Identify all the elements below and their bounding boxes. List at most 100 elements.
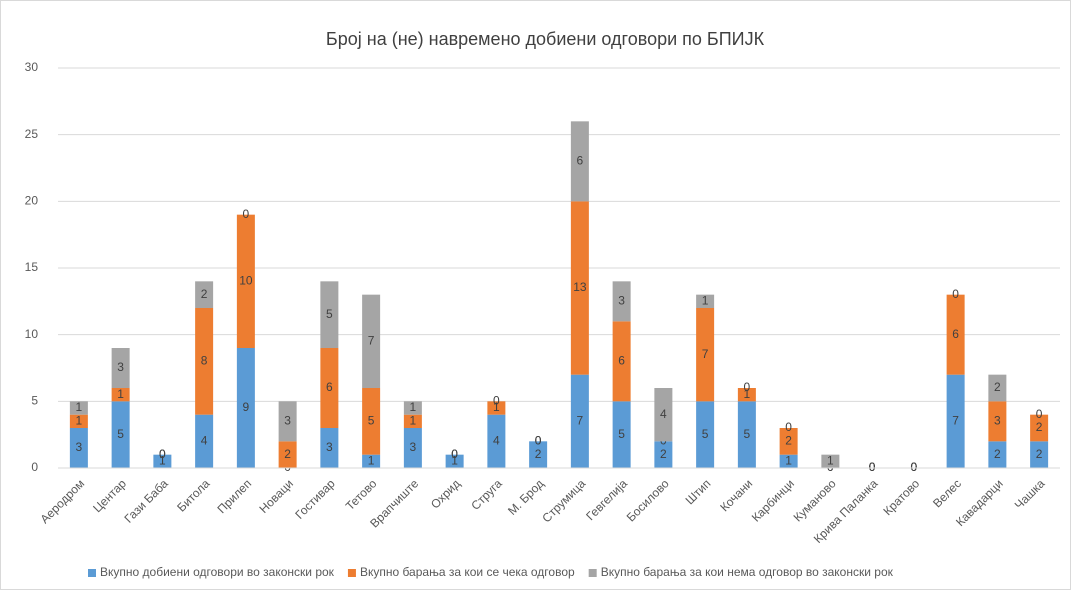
bar-segment <box>654 441 673 468</box>
data-label: 0 <box>785 420 792 434</box>
data-label: 0 <box>243 207 250 221</box>
bar-segment <box>362 454 381 468</box>
data-label: 5 <box>744 427 751 441</box>
bar-segment <box>529 441 548 468</box>
data-label: 1 <box>785 454 792 468</box>
bar-segment <box>612 401 631 468</box>
data-label: 4 <box>660 407 667 421</box>
data-label: 1 <box>410 400 417 414</box>
data-label: 2 <box>1036 420 1043 434</box>
data-label: 1 <box>451 454 458 468</box>
data-label: 8 <box>201 354 208 368</box>
data-label: 0 <box>911 460 918 474</box>
bar-segment <box>570 201 589 375</box>
data-label: 1 <box>76 400 83 414</box>
data-label: 0 <box>1036 407 1043 421</box>
bar-segment <box>487 401 506 415</box>
legend-label: Вкупно барања за кои нема одговор во зак… <box>601 565 894 579</box>
bar-segment <box>946 374 965 468</box>
bar-segment <box>195 308 214 415</box>
bar-segment <box>403 414 422 428</box>
data-label: 3 <box>326 440 333 454</box>
data-label: 5 <box>117 427 124 441</box>
bar-segment <box>320 281 339 348</box>
bar-segment <box>779 454 798 468</box>
data-label: 0 <box>911 460 918 474</box>
chart-title: Број на (не) навремено добиени одговори … <box>326 29 765 49</box>
data-label: 3 <box>618 294 625 308</box>
data-label: 6 <box>577 154 584 168</box>
bar-segment <box>69 428 88 468</box>
data-label: 0 <box>159 447 166 461</box>
data-label: 0 <box>451 447 458 461</box>
bar-segment <box>696 308 715 402</box>
y-tick-label: 0 <box>31 460 38 474</box>
data-label: 1 <box>744 387 751 401</box>
data-label: 10 <box>239 274 253 288</box>
data-label: 7 <box>702 347 709 361</box>
data-label: 2 <box>994 380 1001 394</box>
bar-segment <box>195 281 214 308</box>
bar-segment <box>320 348 339 428</box>
data-label: 5 <box>326 307 333 321</box>
bar-segment <box>278 401 297 442</box>
bar-segment <box>696 401 715 468</box>
data-label: 5 <box>618 427 625 441</box>
data-label: 0 <box>744 380 751 394</box>
data-label: 3 <box>284 414 291 428</box>
data-label: 7 <box>577 414 584 428</box>
bar-segment <box>946 294 965 375</box>
bar-segment <box>696 294 715 308</box>
bar-segment <box>988 441 1007 468</box>
data-label: 4 <box>493 434 500 448</box>
bar-segment <box>362 388 381 455</box>
bar-segment <box>403 428 422 468</box>
bar-segment <box>737 401 756 468</box>
data-label: 4 <box>201 434 208 448</box>
data-label: 1 <box>117 387 124 401</box>
bar-segment <box>612 321 631 402</box>
bar-segment <box>195 414 214 468</box>
data-label: 2 <box>660 447 667 461</box>
data-label: 2 <box>994 447 1001 461</box>
bar-segment <box>111 401 130 468</box>
bar-segment <box>362 294 381 388</box>
data-label: 1 <box>159 454 166 468</box>
bar-segment <box>111 348 130 388</box>
y-tick-label: 15 <box>25 260 39 274</box>
y-tick-label: 20 <box>25 194 39 208</box>
bar-segment <box>445 454 464 468</box>
bar-segment <box>612 281 631 322</box>
data-label: 0 <box>911 460 918 474</box>
data-label: 2 <box>535 447 542 461</box>
bar-segment <box>570 121 589 202</box>
data-label: 1 <box>410 414 417 428</box>
bar-segment <box>988 401 1007 442</box>
data-label: 9 <box>243 400 250 414</box>
data-label: 0 <box>159 447 166 461</box>
data-label: 1 <box>702 294 709 308</box>
data-label: 0 <box>952 287 959 301</box>
bar-segment <box>236 348 255 468</box>
bar-segment <box>654 388 673 442</box>
data-label: 0 <box>535 434 542 448</box>
bar-segment <box>278 441 297 468</box>
legend-label: Вкупно добиени одговори во законски рок <box>100 565 335 579</box>
data-label: 6 <box>326 380 333 394</box>
data-label: 1 <box>493 400 500 414</box>
legend-swatch <box>347 569 356 577</box>
bar-segment <box>153 454 172 468</box>
data-label: 3 <box>117 360 124 374</box>
bar-segment <box>69 414 88 428</box>
data-label: 5 <box>368 414 375 428</box>
bar-segment <box>403 401 422 415</box>
bar-segment <box>111 388 130 402</box>
legend-swatch <box>88 569 96 577</box>
bar-segment <box>69 401 88 415</box>
data-label: 0 <box>535 434 542 448</box>
data-label: 6 <box>618 354 625 368</box>
data-label: 6 <box>952 327 959 341</box>
data-label: 2 <box>785 434 792 448</box>
